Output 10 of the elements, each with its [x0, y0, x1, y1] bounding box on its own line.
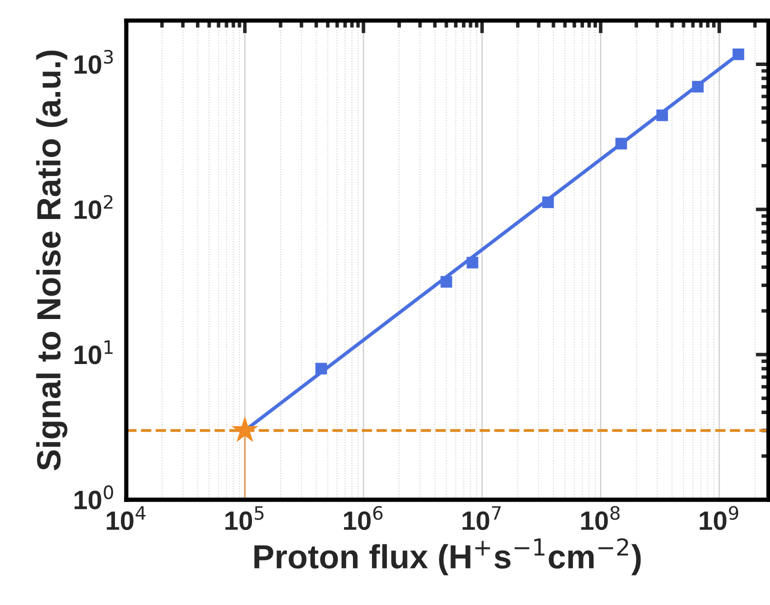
- x-tick-label: 10$^{6}$: [344, 506, 383, 530]
- x-tick-label: 10$^{5}$: [225, 506, 264, 530]
- y-axis-title: Signal to Noise Ratio (a.u.): [36, 50, 68, 470]
- y-tick-label: 10$^{1}$: [74, 340, 113, 364]
- x-tick-label: 10$^{7}$: [462, 506, 501, 530]
- x-axis-title: Proton flux (H$^{+}$s$^{−1}$cm$^{−2}$): [254, 538, 641, 576]
- y-tick-label: 10$^{2}$: [74, 194, 112, 220]
- y-tick-label: 10$^{3}$: [74, 50, 113, 74]
- x-tick-label: 10$^{9}$: [700, 506, 738, 530]
- x-tick-label: 10$^{8}$: [581, 506, 620, 530]
